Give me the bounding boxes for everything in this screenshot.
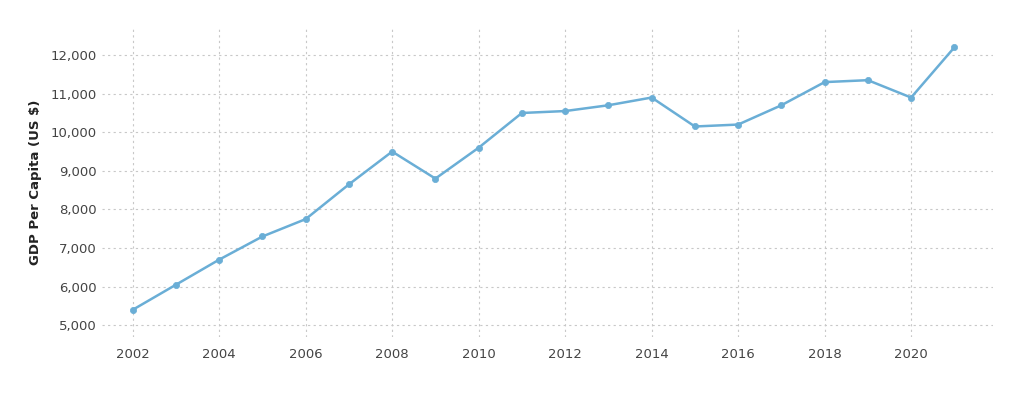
Y-axis label: GDP Per Capita (US $): GDP Per Capita (US $) xyxy=(30,100,42,265)
